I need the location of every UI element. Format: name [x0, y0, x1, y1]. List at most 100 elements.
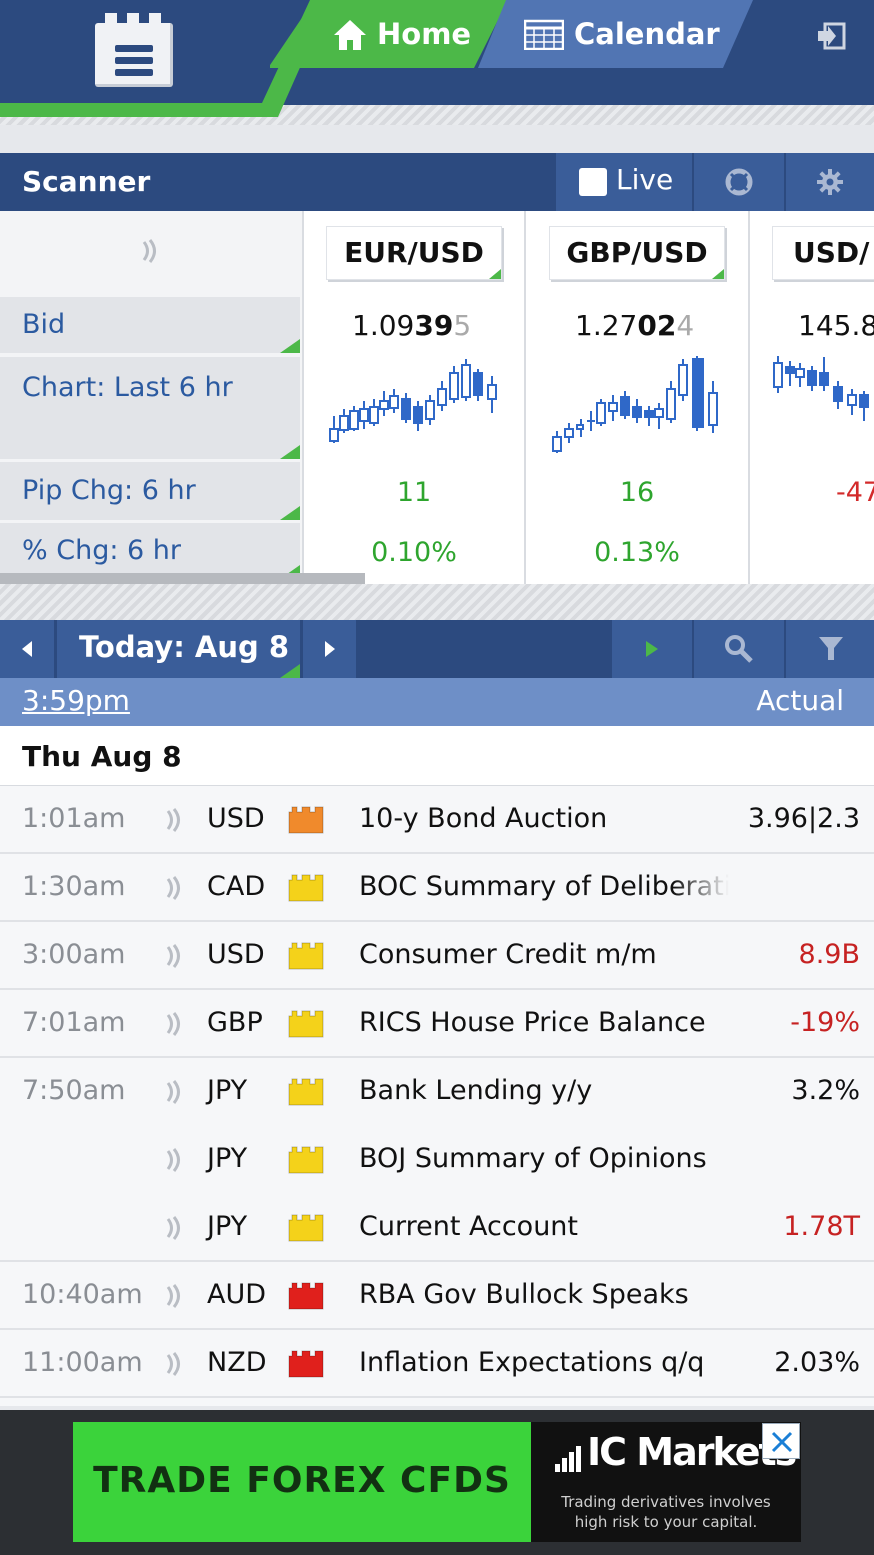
- prev-day-button[interactable]: [0, 620, 54, 678]
- event-time: 1:01am: [22, 803, 126, 834]
- sound-icon[interactable]: [140, 238, 162, 264]
- bid-big-figure: 02: [637, 309, 677, 342]
- ad-disclaimer-line2: high risk to your capital.: [574, 1513, 758, 1531]
- corner-marker: [489, 269, 501, 279]
- sound-icon[interactable]: [164, 1011, 186, 1037]
- pair-usdjpy-label: USD/: [793, 236, 870, 269]
- search-button[interactable]: [694, 620, 784, 678]
- bid-prefix: 1.27: [575, 309, 638, 342]
- impact-folder-icon: [288, 806, 324, 834]
- event-title: RBA Gov Bullock Speaks: [359, 1279, 689, 1310]
- pair-gbpusd[interactable]: GBP/USD: [549, 226, 725, 280]
- label-bid-text: Bid: [22, 309, 66, 340]
- ad-creative[interactable]: TRADE FOREX CFDS: [73, 1422, 531, 1542]
- label-pct-text: % Chg: 6 hr: [22, 535, 181, 566]
- logout-button[interactable]: [760, 0, 874, 68]
- chevron-left-icon: [22, 641, 32, 657]
- horizontal-scrollbar[interactable]: [0, 573, 365, 584]
- day-header-label: Thu Aug 8: [22, 740, 182, 773]
- event-row[interactable]: 1:01am USD 10-y Bond Auction 3.96|2.3: [0, 786, 874, 854]
- pair-eurusd[interactable]: EUR/USD: [326, 226, 502, 280]
- time-header: 3:59pm Actual: [0, 678, 874, 726]
- impact-folder-icon: [288, 942, 324, 970]
- menu-icon[interactable]: [95, 13, 173, 87]
- search-icon: [725, 635, 753, 663]
- pair-usdjpy[interactable]: USD/: [772, 226, 874, 280]
- current-time-link[interactable]: 3:59pm: [22, 684, 130, 717]
- label-chart: Chart: Last 6 hr: [0, 357, 300, 459]
- event-title: BOC Summary of Deliberations: [359, 871, 729, 902]
- next-day-button[interactable]: [303, 620, 356, 678]
- sound-icon[interactable]: [164, 1147, 186, 1173]
- bid-big-figure: 39: [414, 309, 454, 342]
- event-time: 7:50am: [22, 1075, 126, 1106]
- bid-usdjpy: 145.8: [798, 309, 874, 342]
- pair-gbpusd-label: GBP/USD: [566, 236, 708, 269]
- tab-calendar[interactable]: Calendar: [478, 0, 753, 68]
- live-checkbox[interactable]: [579, 168, 607, 196]
- event-actual: 3.96|2.3: [747, 803, 860, 834]
- bid-eurusd: 1.09395: [352, 309, 471, 342]
- day-header: Thu Aug 8: [0, 726, 874, 786]
- ad-disclaimer-line1: Trading derivatives involves: [561, 1493, 771, 1511]
- sound-icon[interactable]: [164, 1079, 186, 1105]
- event-row[interactable]: 1:30am CAD BOC Summary of Deliberations: [0, 854, 874, 922]
- impact-folder-icon: [288, 1350, 324, 1378]
- date-label: Today: Aug 8: [79, 630, 290, 664]
- globe-button[interactable]: [694, 153, 784, 211]
- bars-logo-icon: [555, 1446, 581, 1472]
- sound-icon[interactable]: [164, 1283, 186, 1309]
- sound-icon[interactable]: [164, 875, 186, 901]
- tab-home-label: Home: [377, 17, 472, 51]
- event-time: 7:01am: [22, 1007, 126, 1038]
- event-time: 3:00am: [22, 939, 126, 970]
- sound-icon[interactable]: [164, 943, 186, 969]
- sound-icon[interactable]: [164, 1351, 186, 1377]
- event-title: Consumer Credit m/m: [359, 939, 657, 970]
- bid-pipette: 5: [453, 309, 472, 342]
- event-actual: -19%: [790, 1007, 860, 1038]
- filter-button[interactable]: [786, 620, 874, 678]
- calendar-icon: [524, 19, 564, 50]
- impact-folder-icon: [288, 874, 324, 902]
- settings-button[interactable]: [786, 153, 874, 211]
- event-row[interactable]: 10:40am AUD RBA Gov Bullock Speaks: [0, 1262, 874, 1330]
- event-row[interactable]: JPY Current Account 1.78T: [0, 1194, 874, 1262]
- home-icon: [334, 20, 366, 50]
- event-row[interactable]: 7:01am GBP RICS House Price Balance -19%: [0, 990, 874, 1058]
- live-label: Live: [616, 163, 674, 196]
- event-row[interactable]: 7:50am JPY Bank Lending y/y 3.2%: [0, 1058, 874, 1126]
- ad-banner: TRADE FOREX CFDS IC Markets Trading deri…: [0, 1410, 874, 1555]
- sound-icon[interactable]: [164, 1215, 186, 1241]
- date-picker-button[interactable]: Today: Aug 8: [57, 620, 300, 678]
- event-currency: JPY: [207, 1143, 248, 1174]
- label-chart-text: Chart: Last 6 hr: [22, 372, 233, 403]
- nav-green-strip: [0, 0, 330, 117]
- event-title: Bank Lending y/y: [359, 1075, 593, 1106]
- tab-home[interactable]: Home: [270, 0, 508, 68]
- calendar-toolbar: Today: Aug 8: [0, 620, 874, 678]
- event-list: Thu Aug 8 1:01am USD 10-y Bond Auction 3.96…: [0, 726, 874, 1406]
- ad-close-button[interactable]: [762, 1423, 800, 1459]
- live-toggle[interactable]: Live: [556, 153, 692, 211]
- event-row[interactable]: 11:00am NZD Inflation Expectations q/q 2.03…: [0, 1330, 874, 1398]
- ad-disclaimer: Trading derivatives involves high risk t…: [531, 1492, 801, 1532]
- filter-icon: [819, 637, 843, 660]
- event-title: Inflation Expectations q/q: [359, 1347, 705, 1378]
- impact-folder-icon: [288, 1078, 324, 1106]
- sound-icon[interactable]: [164, 807, 186, 833]
- event-currency: CAD: [207, 871, 266, 902]
- event-time: 11:00am: [22, 1347, 143, 1378]
- top-nav: Home Calendar: [0, 0, 874, 125]
- event-row[interactable]: JPY BOJ Summary of Opinions: [0, 1126, 874, 1194]
- ad-brand-panel[interactable]: IC Markets Trading derivatives involves …: [531, 1422, 801, 1542]
- sparkline-eurusd: [329, 359, 497, 443]
- event-row[interactable]: 3:00am USD Consumer Credit m/m 8.9B: [0, 922, 874, 990]
- event-currency: NZD: [207, 1347, 267, 1378]
- section-divider: [0, 584, 874, 620]
- event-title: Current Account: [359, 1211, 579, 1242]
- pct-eurusd: 0.10%: [371, 537, 457, 568]
- exit-icon: [818, 22, 846, 50]
- event-actual: 8.9B: [798, 939, 860, 970]
- play-button[interactable]: [612, 620, 692, 678]
